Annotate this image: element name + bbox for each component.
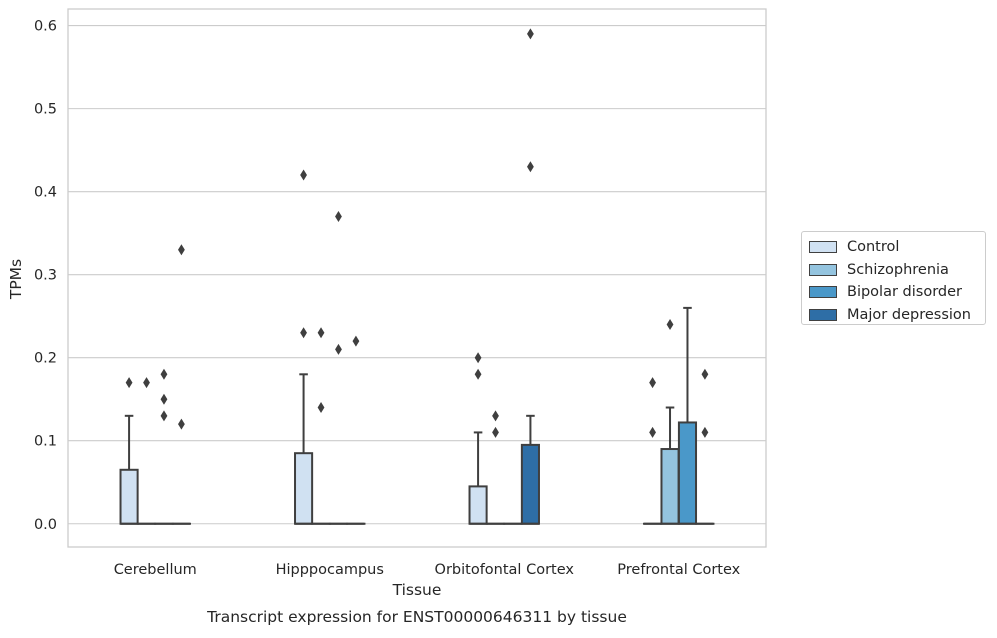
box-bipolar-disorder-prefrontal-cortex: [679, 422, 696, 523]
x-axis-label: Tissue: [392, 581, 442, 599]
outlier-bipolar-disorder-hipppocampus-1: [335, 211, 342, 222]
outlier-bipolar-disorder-hipppocampus-0: [335, 344, 342, 355]
outlier-major-depression-hipppocampus-0: [353, 336, 360, 347]
outlier-schizophrenia-orbitofontal-cortex-0: [492, 427, 499, 438]
outlier-major-depression-cerebellum-1: [178, 244, 185, 255]
outlier-major-depression-prefrontal-cortex-0: [702, 427, 709, 438]
y-tick-label-4: 0.4: [34, 185, 57, 201]
box-schizophrenia-prefrontal-cortex: [661, 449, 678, 524]
y-tick-label-0: 0.0: [34, 517, 57, 533]
legend-item-bipolar-disorder: Bipolar disorder: [809, 281, 985, 304]
outlier-schizophrenia-cerebellum-0: [143, 377, 150, 388]
outlier-control-prefrontal-cortex-1: [649, 377, 656, 388]
legend-swatch-schizophrenia: [809, 264, 837, 276]
x-tick-labels: Cerebellum Hipppocampus Orbitofontal Corte…: [114, 562, 741, 578]
x-tick-label-hipppocampus: Hipppocampus: [276, 562, 384, 578]
legend-label-bipolar-disorder: Bipolar disorder: [847, 284, 962, 300]
outlier-bipolar-disorder-cerebellum-2: [161, 369, 168, 380]
outlier-schizophrenia-prefrontal-cortex-0: [667, 319, 674, 330]
legend-label-control: Control: [847, 239, 899, 255]
y-axis-label: TPMs: [7, 259, 25, 300]
x-tick-label-cerebellum: Cerebellum: [114, 562, 197, 578]
legend-swatch-bipolar-disorder: [809, 286, 837, 298]
legend-swatch-major-depression: [809, 309, 837, 321]
outlier-major-depression-prefrontal-cortex-1: [702, 369, 709, 380]
outlier-control-cerebellum-0: [126, 377, 133, 388]
y-tick-labels: 0.0 0.1 0.2 0.3 0.4 0.5 0.6: [34, 19, 57, 533]
box-control-hipppocampus: [295, 453, 312, 524]
legend-item-schizophrenia: Schizophrenia: [809, 259, 985, 282]
y-tick-label-6: 0.6: [34, 19, 57, 35]
box-control-orbitofontal-cortex: [470, 486, 487, 523]
outlier-major-depression-orbitofontal-cortex-0: [527, 161, 534, 172]
boxes: [121, 28, 714, 523]
y-tick-label-5: 0.5: [34, 102, 57, 118]
box-control-cerebellum: [121, 470, 138, 524]
x-tick-label-prefrontal-cortex: Prefrontal Cortex: [617, 562, 740, 578]
y-tick-label-2: 0.2: [34, 351, 57, 367]
x-tick-label-orbitofontal-cortex: Orbitofontal Cortex: [435, 562, 575, 578]
outlier-schizophrenia-orbitofontal-cortex-1: [492, 410, 499, 421]
legend-swatch-control: [809, 241, 837, 253]
outlier-control-hipppocampus-1: [300, 170, 307, 181]
legend-item-control: Control: [809, 236, 985, 259]
outlier-control-hipppocampus-0: [300, 327, 307, 338]
legend: Control Schizophrenia Bipolar disorder M…: [801, 231, 986, 325]
chart-caption: Transcript expression for ENST0000064631…: [206, 608, 627, 626]
outlier-control-orbitofontal-cortex-0: [475, 369, 482, 380]
outlier-schizophrenia-hipppocampus-0: [318, 402, 325, 413]
outlier-major-depression-cerebellum-0: [178, 419, 185, 430]
outlier-control-orbitofontal-cortex-1: [475, 352, 482, 363]
outlier-schizophrenia-hipppocampus-1: [318, 327, 325, 338]
legend-label-major-depression: Major depression: [847, 307, 971, 323]
outlier-control-prefrontal-cortex-0: [649, 427, 656, 438]
outlier-bipolar-disorder-cerebellum-0: [161, 410, 168, 421]
outlier-major-depression-orbitofontal-cortex-1: [527, 28, 534, 39]
box-major-depression-orbitofontal-cortex: [522, 445, 539, 524]
y-tick-label-1: 0.1: [34, 434, 57, 450]
y-tick-label-3: 0.3: [34, 268, 57, 284]
legend-item-major-depression: Major depression: [809, 304, 985, 327]
legend-label-schizophrenia: Schizophrenia: [847, 262, 949, 278]
outlier-bipolar-disorder-cerebellum-1: [161, 394, 168, 405]
